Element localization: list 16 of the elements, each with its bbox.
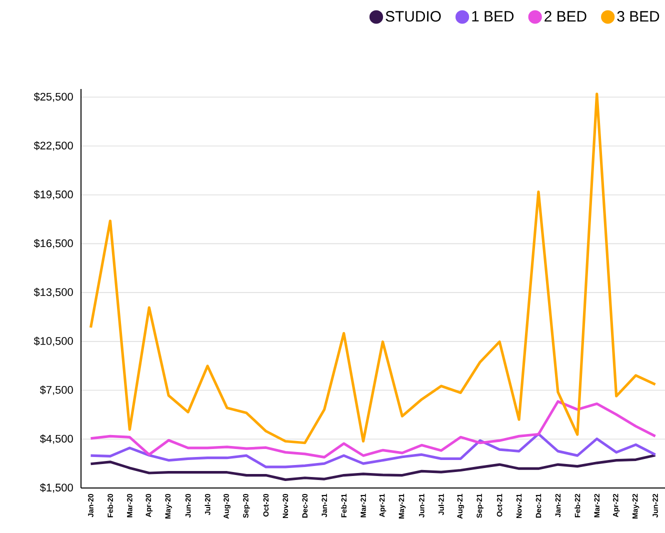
y-tick-label: $22,500	[34, 141, 73, 151]
line-series	[89, 400, 657, 459]
y-tick-label: $10,500	[34, 336, 73, 346]
legend-label: STUDIO	[386, 11, 441, 22]
legend-label: 3 BED	[617, 11, 660, 22]
legend-label: 1 BED	[472, 11, 514, 22]
y-tick-label: $7,500	[40, 386, 73, 396]
y-tick-label: $19,500	[34, 190, 73, 200]
line-series	[89, 432, 657, 468]
legend-label: 2 BED	[544, 11, 586, 22]
y-tick-label: $1,500	[40, 483, 73, 493]
y-tick-label: $25,500	[34, 92, 73, 102]
y-tick-label: $13,500	[34, 288, 73, 298]
line-series	[89, 92, 657, 444]
y-tick-label: $4,500	[40, 434, 73, 444]
y-tick-label: $16,500	[34, 238, 73, 248]
